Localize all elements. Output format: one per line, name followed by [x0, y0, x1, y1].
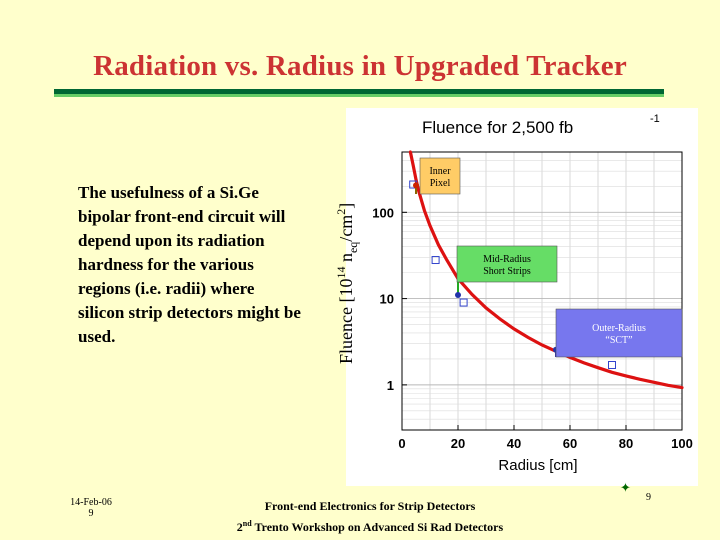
y-label-part: ]: [336, 203, 356, 209]
footer-line-2-rest: Trento Workshop on Advanced Si Rad Detec…: [251, 520, 504, 534]
y-axis-label: Fluence [1014 neq/cm2]: [334, 203, 360, 364]
chart-title-superscript: -1: [650, 113, 660, 125]
y-label-part: eq: [346, 242, 360, 253]
body-line: regions (i.e. radii) where: [78, 279, 255, 298]
footer-line-2-prefix: 2: [236, 520, 243, 534]
footer-title-block: Front-end Electronics for Strip Detector…: [200, 498, 540, 536]
callout-box: [419, 157, 461, 195]
callout-label: Mid-Radius: [483, 254, 531, 265]
callout-anchor: [455, 292, 461, 299]
body-text: The usefulness of a Si.Ge bipolar front-…: [78, 181, 326, 349]
callout-label: Pixel: [430, 178, 451, 189]
x-tick-label: 80: [619, 436, 633, 451]
data-point-marker: [431, 256, 440, 265]
footer-page-right: 9: [646, 492, 651, 503]
y-label-part: 2: [334, 209, 348, 215]
body-line: depend upon its radiation: [78, 231, 265, 250]
y-label-part: n: [336, 253, 356, 267]
slide-title: Radiation vs. Radius in Upgraded Tracker: [93, 50, 627, 82]
chart-title-text: Fluence for 2,500 fb: [422, 118, 573, 137]
body-line: bipolar front-end circuit will: [78, 207, 286, 226]
footer-line-2: 2nd Trento Workshop on Advanced Si Rad D…: [200, 515, 540, 536]
callout-label: Inner: [429, 166, 451, 177]
x-tick-label: 0: [398, 436, 405, 451]
y-tick-label: 1: [387, 378, 394, 393]
body-line: The usefulness of a Si.Ge: [78, 183, 259, 202]
data-point-marker: [608, 360, 616, 369]
body-line: silicon strip detectors might be: [78, 303, 301, 322]
y-label-part: 14: [334, 267, 348, 279]
x-tick-label: 100: [671, 436, 693, 451]
y-tick-label: 10: [380, 292, 394, 307]
data-point-marker: [459, 298, 468, 307]
title-rule-accent: [54, 94, 664, 97]
body-line: hardness for the various: [78, 255, 254, 274]
x-tick-label: 40: [507, 436, 521, 451]
footer-line-2-sup: nd: [242, 519, 252, 528]
callout-box: [555, 308, 683, 358]
y-label-part: Fluence [10: [336, 279, 356, 364]
fluence-curve: [408, 150, 684, 390]
footer-date-block: 14-Feb-06 9: [60, 497, 122, 519]
callout-label: Outer-Radius: [592, 323, 646, 334]
plot-background: [346, 108, 698, 486]
x-axis-label: Radius [cm]: [498, 457, 577, 474]
footer-date: 14-Feb-06: [70, 497, 112, 508]
footer-page-left: 9: [88, 508, 94, 519]
body-line: used.: [78, 327, 116, 346]
plot-frame: [401, 151, 683, 431]
y-tick-label: 100: [372, 205, 394, 220]
callout-label: “SCT”: [605, 335, 632, 346]
title-rule: [54, 89, 664, 94]
x-tick-label: 20: [451, 436, 465, 451]
y-label-part: /cm: [336, 215, 356, 242]
callout-box: [456, 245, 558, 283]
footer-line-1: Front-end Electronics for Strip Detector…: [264, 499, 476, 513]
callout-anchor: [413, 182, 419, 189]
callout-label: Short Strips: [483, 266, 531, 277]
x-tick-label: 60: [563, 436, 577, 451]
sparkle-icon: ✦: [620, 480, 631, 495]
chart-title: Fluence for 2,500 fb: [422, 118, 573, 137]
